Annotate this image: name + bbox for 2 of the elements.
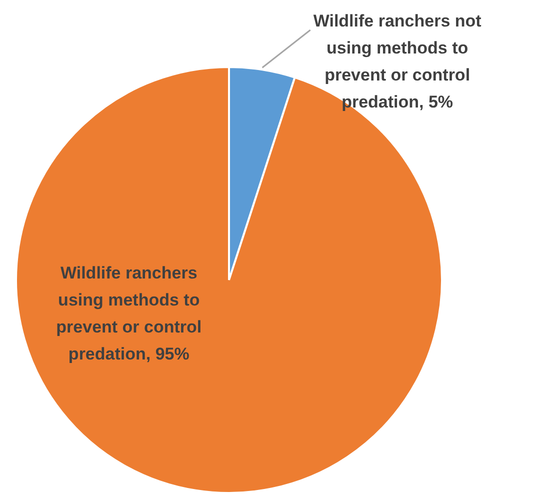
- slice-label: Wildlife ranchers using methods to prevent or control predation, 95%: [56, 263, 202, 364]
- slice-label: Wildlife ranchers not using methods to prevent or control predation, 5%: [313, 12, 482, 112]
